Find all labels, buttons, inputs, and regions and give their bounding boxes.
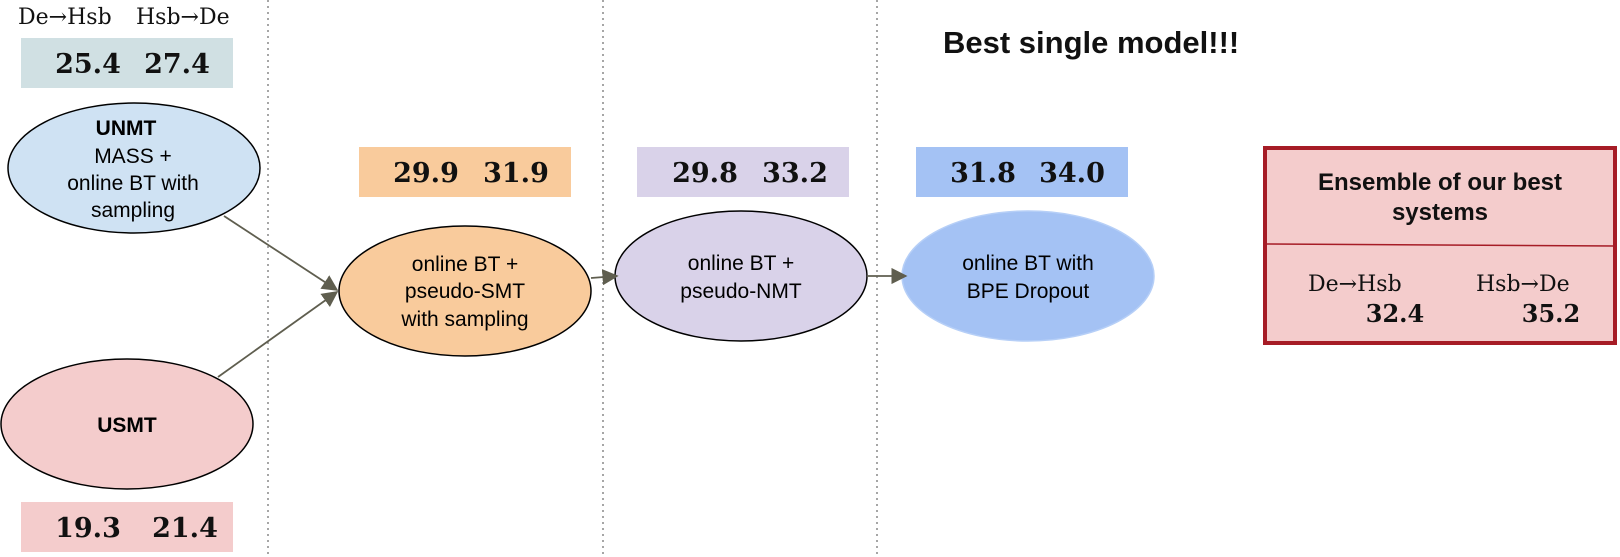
usmt-score-box (21, 502, 233, 552)
unmt-score-de-hsb: 25.4 (55, 49, 121, 80)
bpe-dropout-line2: BPE Dropout (967, 280, 1090, 303)
unmt-node (7, 102, 261, 234)
pseudo-smt-line3: with sampling (400, 308, 528, 331)
unmt-node-line2: MASS + (94, 145, 172, 168)
nmt-score-de-hsb: 29.8 (672, 158, 738, 189)
ensemble-title-line2: systems (1392, 199, 1488, 226)
bpe-dropout-node (901, 210, 1155, 342)
nmt-score-hsb-de: 33.2 (762, 158, 828, 189)
smt-score-hsb-de: 31.9 (483, 158, 549, 189)
pseudo-smt-line2: pseudo-SMT (405, 280, 525, 303)
ensemble-score-de-hsb: 32.4 (1366, 299, 1424, 328)
unmt-node-line3: online BT with (67, 172, 199, 195)
best-single-model-title: Best single model!!! (943, 25, 1239, 60)
usmt-node-label: USMT (97, 414, 157, 437)
pseudo-nmt-line1: online BT + (688, 252, 794, 275)
arrow-usmt-to-smt (217, 291, 339, 378)
nmt-score-box (637, 147, 849, 197)
bpe-score-hsb-de: 34.0 (1039, 158, 1105, 189)
smt-score-de-hsb: 29.9 (393, 158, 459, 189)
ensemble-title-line1: Ensemble of our best (1318, 169, 1562, 196)
usmt-score-de-hsb: 19.3 (55, 513, 121, 544)
ensemble-dir-hsb-de: Hsb→De (1476, 272, 1570, 297)
pseudo-nmt-node (614, 210, 868, 342)
usmt-score-hsb-de: 21.4 (152, 513, 218, 544)
unmt-score-box (21, 38, 233, 88)
pseudo-smt-node (338, 225, 592, 357)
bpe-score-box (916, 147, 1128, 197)
ensemble-score-hsb-de: 35.2 (1522, 299, 1580, 328)
unmt-node-label: UNMT (96, 117, 157, 140)
arrow-unmt-to-smt (223, 215, 339, 291)
ensemble-dir-de-hsb: De→Hsb (1308, 272, 1402, 297)
pseudo-nmt-line2: pseudo-NMT (680, 280, 802, 303)
header-dir-hsb-de: Hsb→De (136, 5, 230, 30)
ensemble-divider (1264, 243, 1616, 247)
bpe-score-de-hsb: 31.8 (950, 158, 1016, 189)
pseudo-smt-line1: online BT + (412, 253, 518, 276)
bpe-dropout-line1: online BT with (962, 252, 1094, 275)
header-dir-de-hsb: De→Hsb (18, 5, 112, 30)
arrow-smt-to-nmt (590, 269, 619, 286)
usmt-node (0, 358, 254, 490)
smt-score-box (359, 147, 571, 197)
unmt-score-hsb-de: 27.4 (144, 49, 210, 80)
unmt-node-line4: sampling (91, 199, 175, 222)
